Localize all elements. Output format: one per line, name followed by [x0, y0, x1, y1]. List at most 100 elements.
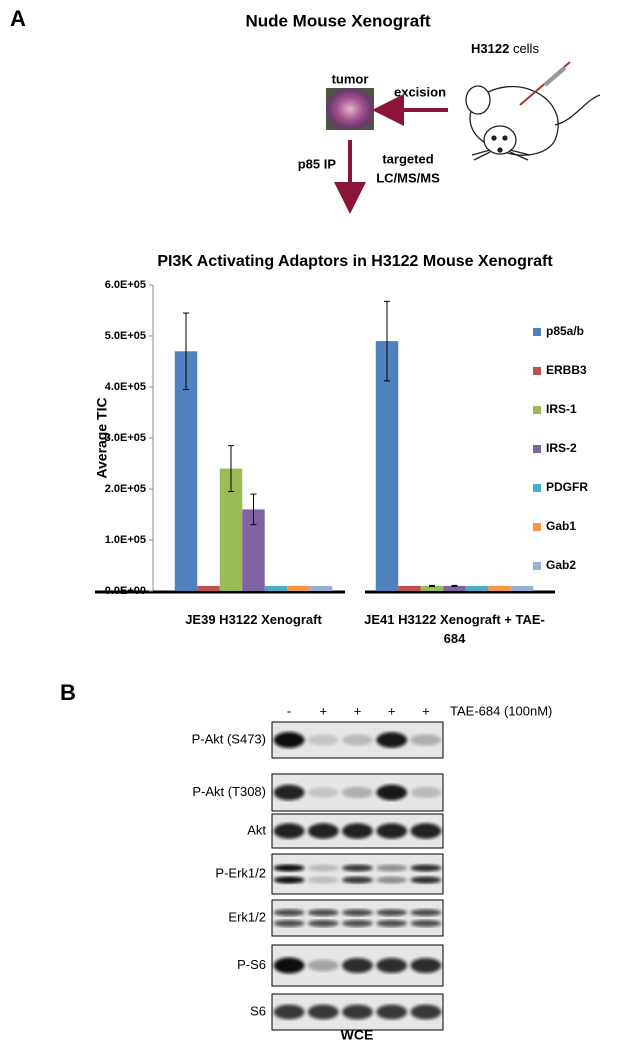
- blot-band: [376, 1004, 408, 1020]
- x-tick-label: JE41 H3122 Xenograft + TAE-684: [364, 612, 545, 646]
- bar: [420, 585, 444, 591]
- blot-band: [376, 823, 408, 839]
- blot-band: [376, 957, 408, 974]
- blot-label: P-Akt (T308): [192, 784, 266, 799]
- y-tick-label: 6.0E+05: [105, 279, 146, 291]
- blot-band: [410, 786, 442, 799]
- legend-swatch: [533, 328, 541, 336]
- x-tick-label: JE39 H3122 Xenograft: [185, 612, 322, 627]
- blot-band: [273, 957, 305, 974]
- tumor-image: [326, 88, 374, 130]
- blot-band: [410, 823, 442, 839]
- blot-band: [273, 732, 305, 748]
- legend-label: Gab2: [546, 558, 576, 572]
- bar: [488, 585, 511, 591]
- bar: [174, 351, 198, 591]
- blot-band: [342, 786, 373, 799]
- legend-swatch: [533, 562, 541, 570]
- error-bar: [384, 300, 390, 382]
- excision-label: excision: [394, 84, 446, 99]
- treatment-sign: +: [422, 703, 430, 718]
- treatment-sign: +: [320, 703, 328, 718]
- bar: [264, 585, 288, 591]
- blot-band: [376, 919, 408, 927]
- legend-swatch: [533, 367, 541, 375]
- panel-label: B: [60, 680, 76, 705]
- blot-band: [410, 864, 442, 872]
- blot-label: P-Erk1/2: [215, 865, 266, 880]
- blot-band: [410, 876, 442, 884]
- blot-band: [342, 864, 373, 872]
- blot-band: [273, 909, 305, 917]
- legend-swatch: [533, 445, 541, 453]
- blot-label: P-S6: [237, 957, 266, 972]
- bar: [197, 585, 220, 591]
- ip-label: p85 IP: [298, 156, 337, 171]
- legend-label: IRS-2: [546, 441, 577, 455]
- blot-band: [376, 864, 408, 872]
- blot-band: [376, 876, 408, 884]
- lysate-label: WCE: [341, 1027, 374, 1043]
- cell-word: cells: [513, 41, 540, 56]
- y-axis-label: Average TIC: [94, 397, 110, 478]
- bar: [465, 585, 489, 591]
- blot-label: Erk1/2: [228, 909, 266, 924]
- bar: [375, 341, 399, 591]
- blot-band: [410, 909, 442, 917]
- bar: [242, 509, 265, 591]
- blot-band: [273, 876, 305, 884]
- blot-label: Akt: [247, 822, 266, 837]
- blot-band: [307, 734, 339, 746]
- blot-band: [342, 823, 373, 839]
- legend-label: ERBB3: [546, 363, 587, 377]
- error-bar: [250, 493, 257, 526]
- blot-band: [342, 919, 373, 927]
- y-tick-label: 4.0E+05: [105, 381, 146, 393]
- treatment-sign: -: [287, 703, 291, 718]
- treatment-label: TAE-684 (100nM): [450, 703, 552, 718]
- schematic-title: Nude Mouse Xenograft: [245, 11, 430, 30]
- blot-band: [273, 919, 305, 927]
- blot-band: [410, 919, 442, 927]
- blot-band: [376, 909, 408, 917]
- treatment-sign: +: [388, 703, 396, 718]
- blot-band: [342, 876, 373, 884]
- blot-label: P-Akt (S473): [192, 731, 266, 746]
- blot-band: [410, 957, 442, 974]
- blot-band: [307, 864, 339, 872]
- blot-band: [410, 734, 442, 746]
- blot-band: [342, 1004, 373, 1020]
- bar: [309, 585, 333, 591]
- treatment-sign: +: [354, 703, 362, 718]
- method-label: LC/MS/MS: [376, 170, 440, 185]
- blot-band: [307, 919, 339, 927]
- method-label: targeted: [382, 151, 433, 166]
- blot-band: [273, 823, 305, 839]
- blot-box: [271, 899, 444, 937]
- blot-band: [410, 1004, 442, 1020]
- legend-label: p85a/b: [546, 324, 584, 338]
- blot-band: [342, 734, 373, 746]
- blot-band: [342, 957, 373, 974]
- y-tick-label: 5.0E+05: [105, 330, 146, 342]
- blot-band: [307, 909, 339, 917]
- bar: [219, 468, 243, 591]
- cell-line: H3122: [471, 41, 509, 56]
- legend-swatch: [533, 406, 541, 414]
- blot-band: [307, 823, 339, 839]
- legend-swatch: [533, 484, 541, 492]
- blot-band: [273, 784, 305, 801]
- error-bar: [429, 584, 435, 587]
- blot-band: [307, 787, 339, 798]
- mouse-drawing: [465, 61, 601, 161]
- error-bar: [183, 312, 189, 391]
- blot-band: [273, 1004, 305, 1020]
- chart-title: PI3K Activating Adaptors in H3122 Mouse …: [157, 253, 553, 270]
- blot-box: [271, 853, 444, 895]
- bar: [287, 585, 310, 591]
- y-tick-label: 0.0E+00: [105, 585, 146, 597]
- tumor-label: tumor: [332, 71, 369, 86]
- blot-label: S6: [250, 1003, 266, 1018]
